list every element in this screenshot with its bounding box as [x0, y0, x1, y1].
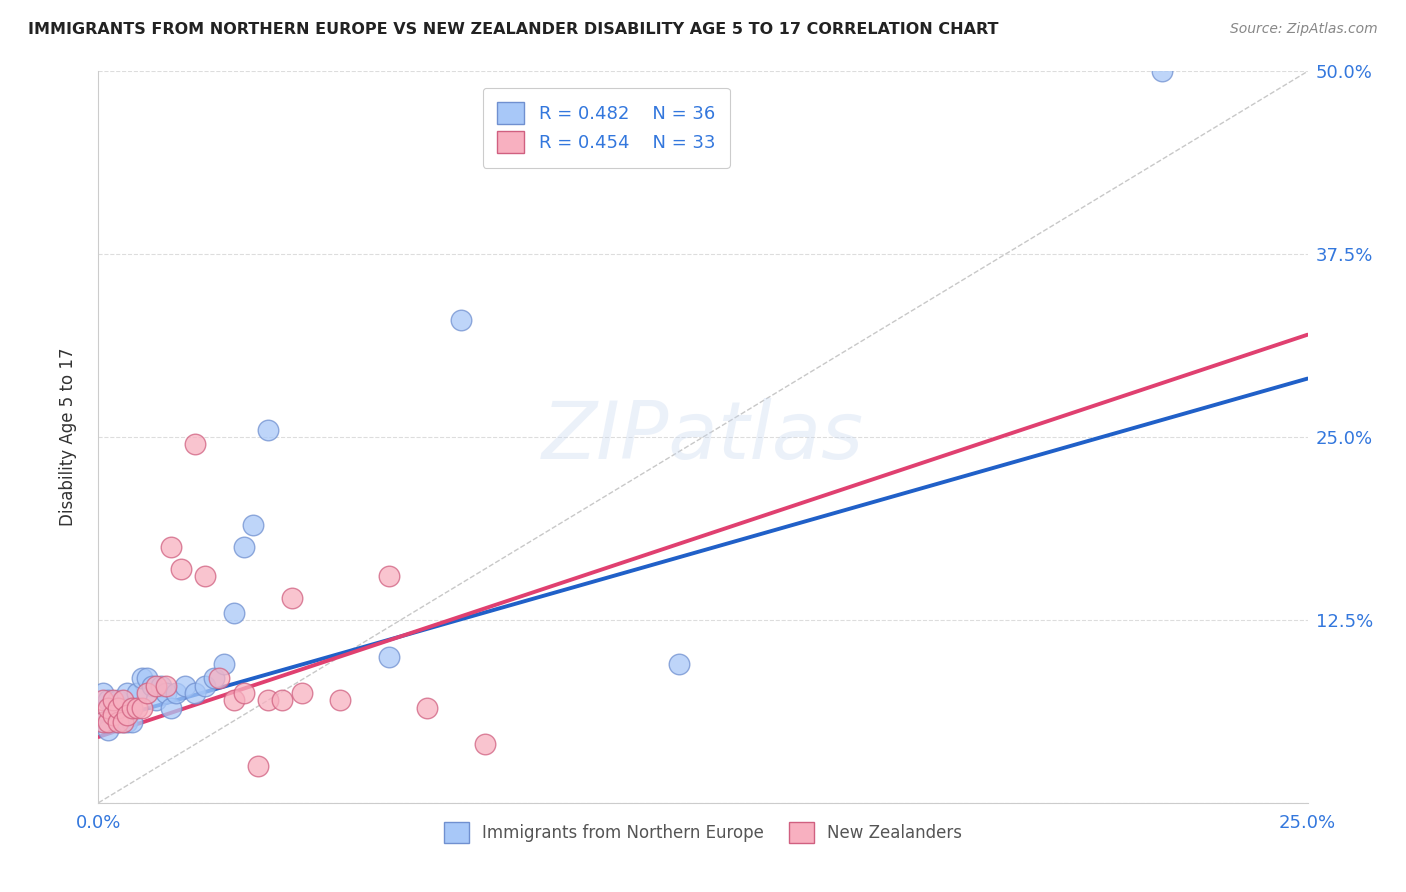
Point: [117, 715, 139, 730]
Point: [247, 759, 270, 773]
Point: [111, 715, 134, 730]
Legend: Immigrants from Northern Europe, New Zealanders: Immigrants from Northern Europe, New Zea…: [437, 815, 969, 849]
Point: [416, 700, 439, 714]
Point: [91, 715, 114, 730]
Point: [145, 679, 167, 693]
Point: [107, 715, 129, 730]
Point: [121, 700, 143, 714]
Point: [474, 737, 496, 751]
Text: Source: ZipAtlas.com: Source: ZipAtlas.com: [1230, 22, 1378, 37]
Point: [135, 686, 157, 700]
Point: [184, 437, 207, 451]
Point: [222, 693, 245, 707]
Point: [194, 569, 217, 583]
Point: [97, 693, 120, 707]
Point: [204, 672, 226, 686]
Point: [97, 700, 120, 714]
Point: [117, 686, 139, 700]
Point: [121, 700, 143, 714]
Point: [271, 693, 294, 707]
Point: [101, 693, 124, 707]
Point: [91, 715, 114, 730]
Point: [155, 686, 177, 700]
Point: [184, 686, 207, 700]
Point: [232, 686, 254, 700]
Point: [145, 693, 167, 707]
Point: [101, 708, 124, 723]
Point: [101, 708, 124, 723]
Point: [91, 693, 114, 707]
Point: [107, 715, 129, 730]
Point: [141, 679, 163, 693]
Point: [111, 715, 134, 730]
Point: [111, 693, 134, 707]
Point: [127, 686, 149, 700]
Point: [377, 649, 399, 664]
Point: [450, 313, 472, 327]
Point: [117, 708, 139, 723]
Point: [208, 672, 231, 686]
Point: [174, 679, 197, 693]
Point: [329, 693, 352, 707]
Point: [281, 591, 304, 605]
Point: [101, 700, 124, 714]
Point: [232, 540, 254, 554]
Point: [222, 606, 245, 620]
Point: [131, 700, 153, 714]
Point: [91, 686, 114, 700]
Point: [165, 686, 187, 700]
Point: [377, 569, 399, 583]
Text: IMMIGRANTS FROM NORTHERN EUROPE VS NEW ZEALANDER DISABILITY AGE 5 TO 17 CORRELAT: IMMIGRANTS FROM NORTHERN EUROPE VS NEW Z…: [28, 22, 998, 37]
Point: [150, 679, 173, 693]
Point: [135, 672, 157, 686]
Point: [290, 686, 312, 700]
Y-axis label: Disability Age 5 to 17: Disability Age 5 to 17: [59, 348, 77, 526]
Point: [1152, 64, 1174, 78]
Point: [107, 693, 129, 707]
Point: [256, 693, 278, 707]
Point: [97, 723, 120, 737]
Point: [160, 540, 183, 554]
Point: [107, 700, 129, 714]
Point: [242, 517, 264, 532]
Point: [169, 562, 191, 576]
Point: [155, 679, 177, 693]
Point: [97, 715, 120, 730]
Point: [256, 423, 278, 437]
Point: [668, 657, 690, 671]
Point: [194, 679, 217, 693]
Point: [127, 700, 149, 714]
Point: [160, 700, 183, 714]
Point: [131, 672, 153, 686]
Point: [111, 700, 134, 714]
Point: [121, 715, 143, 730]
Point: [212, 657, 235, 671]
Text: ZIPatlas: ZIPatlas: [541, 398, 865, 476]
